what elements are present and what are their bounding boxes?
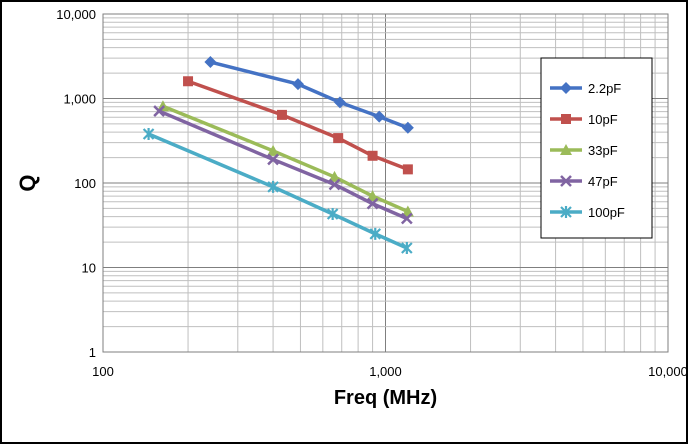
legend-marker [560, 206, 572, 218]
legend-marker [560, 175, 572, 187]
legend-item: 2.2pF [550, 81, 621, 96]
series-100pF [142, 128, 413, 255]
data-point [366, 197, 379, 210]
data-point [183, 76, 194, 87]
data-point [366, 190, 379, 202]
data-point [153, 105, 166, 117]
data-point [267, 144, 280, 156]
legend-label: 2.2pF [588, 81, 621, 96]
x-axis-title: Freq (MHz) [334, 387, 437, 409]
data-point [328, 178, 341, 191]
legend-marker [560, 144, 572, 155]
series-2.2pF [204, 56, 414, 134]
x-tick-label: 1,000 [369, 364, 402, 379]
y-tick-label: 100 [74, 176, 96, 191]
data-point [401, 242, 413, 255]
data-point [267, 153, 279, 166]
data-point [369, 227, 382, 240]
data-point [328, 170, 341, 182]
legend-label: 33pF [588, 143, 618, 158]
data-point [276, 109, 287, 120]
y-tick-label: 1 [89, 345, 96, 360]
data-point [142, 128, 155, 141]
data-point [326, 207, 339, 220]
legend-item: 47pF [550, 174, 618, 189]
data-point [204, 56, 217, 69]
series-10pF [183, 76, 413, 175]
tick-labels: 100 1,000 10,000 1 10 100 1,000 10,000 [56, 7, 688, 379]
legend-label: 100pF [588, 205, 625, 220]
y-tick-label: 10 [82, 261, 96, 276]
legend-marker [561, 114, 571, 124]
x-tick-label: 10,000 [648, 364, 688, 379]
legend-label: 47pF [588, 174, 618, 189]
legend-item: 33pF [550, 143, 618, 158]
legend: 2.2pF 10pF 33pF 47pF 100pF [540, 57, 653, 239]
x-tick-label: 100 [92, 364, 114, 379]
series-47pF [153, 105, 413, 225]
data-point [373, 110, 386, 123]
plot-area [102, 13, 669, 353]
legend-label: 10pF [588, 112, 618, 127]
data-point [402, 164, 413, 175]
data-point [401, 121, 414, 134]
data-point [333, 96, 346, 109]
data-point [367, 150, 378, 161]
data-point [267, 180, 279, 193]
data-point [291, 78, 304, 91]
series [142, 56, 414, 255]
y-tick-label: 10,000 [56, 7, 96, 22]
y-tick-label: 1,000 [63, 92, 96, 107]
legend-marker [560, 82, 572, 94]
data-point [400, 212, 413, 225]
y-axis-title: Q [15, 174, 40, 191]
data-point [333, 133, 344, 144]
legend-item: 100pF [550, 205, 625, 220]
legend-item: 10pF [550, 112, 618, 127]
